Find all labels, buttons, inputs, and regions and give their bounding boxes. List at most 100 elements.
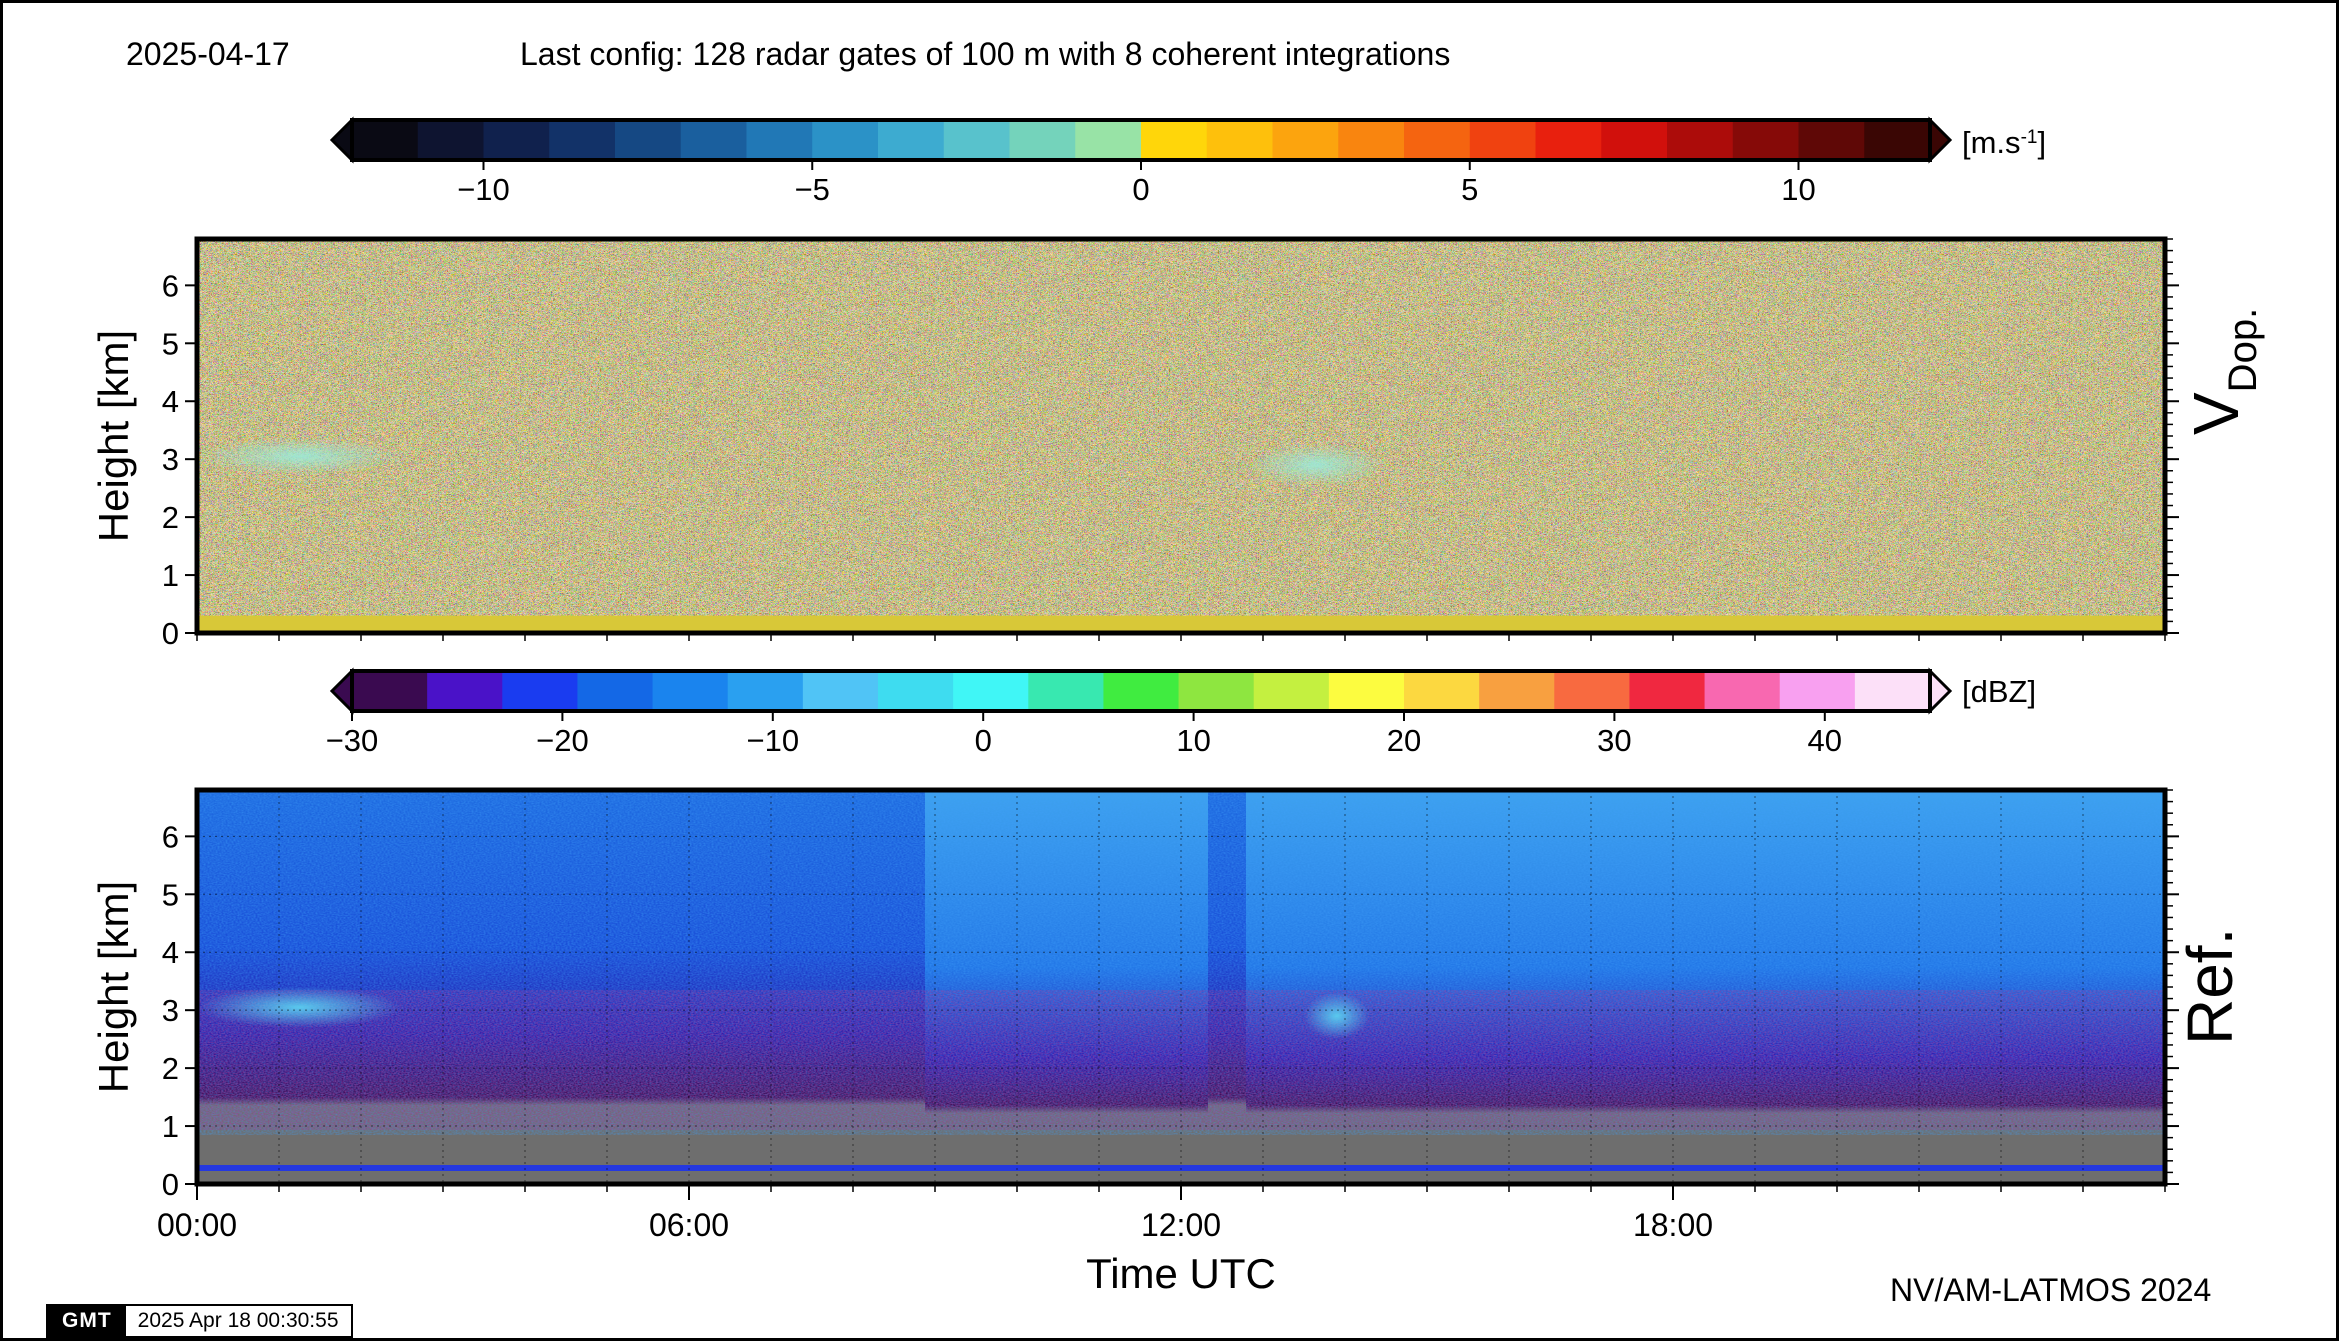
colorbar-swatch	[1864, 120, 1931, 160]
velocity-ground-clutter	[197, 615, 2165, 633]
y-tick-label: 5	[162, 877, 179, 912]
colorbar-swatch	[1103, 671, 1180, 711]
colorbar-swatch	[878, 671, 954, 711]
colorbar-swatch	[1667, 120, 1734, 160]
velocity-cloud-feature	[197, 437, 402, 475]
y-tick-label: 4	[162, 384, 179, 419]
colorbar-swatch	[427, 671, 503, 711]
colorbar-swatch	[1469, 120, 1537, 160]
reflectivity-cloud-feature	[197, 986, 402, 1028]
colorbar-swatch	[1141, 120, 1208, 160]
reflectivity-panel-title: Ref.	[2174, 928, 2246, 1045]
y-tick-label: 5	[162, 326, 179, 361]
colorbar-low-arrow	[329, 667, 354, 715]
reflectivity-heatmap	[197, 790, 2165, 1184]
gmt-timestamp: GMT 2025 Apr 18 00:30:55	[46, 1304, 353, 1338]
colorbar-swatch	[1535, 120, 1602, 160]
y-tick-label: 4	[162, 935, 179, 970]
velocity-heatmap	[197, 239, 2165, 633]
y-tick-label: 0	[162, 616, 179, 651]
colorbar-tick-label: 10	[1781, 172, 1815, 207]
colorbar-tick-label: 0	[1132, 172, 1149, 207]
colorbar-swatch	[1009, 120, 1076, 160]
colorbar-swatch	[502, 671, 579, 711]
y-tick-label: 1	[162, 558, 179, 593]
colorbar-swatch	[352, 120, 419, 160]
colorbar-swatch	[1253, 671, 1330, 711]
colorbar-swatch	[1601, 120, 1668, 160]
colorbar-swatch	[1629, 671, 1706, 711]
colorbar-swatch	[577, 671, 654, 711]
colorbar-swatch	[549, 120, 616, 160]
colorbar-tick-label: −20	[536, 723, 589, 758]
colorbar-swatch	[953, 671, 1029, 711]
colorbar-swatch	[1206, 120, 1274, 160]
y-axis-title: Height [km]	[90, 881, 137, 1093]
x-tick-label: 18:00	[1633, 1207, 1713, 1243]
y-tick-label: 2	[162, 500, 179, 535]
colorbar-swatch	[652, 671, 729, 711]
colorbar-swatch	[1404, 120, 1471, 160]
colorbar-tick-label: 10	[1176, 723, 1210, 758]
colorbar-swatch	[812, 120, 879, 160]
colorbar-swatch	[1732, 120, 1800, 160]
colorbar-swatch	[727, 671, 804, 711]
y-tick-label: 6	[162, 819, 179, 854]
colorbar-swatch	[352, 671, 428, 711]
y-tick-label: 3	[162, 442, 179, 477]
reflectivity-colorbar-unit: [dBZ]	[1962, 674, 2036, 709]
colorbar-swatch	[1704, 671, 1781, 711]
y-tick-label: 1	[162, 1109, 179, 1144]
colorbar-swatch	[417, 120, 485, 160]
date-label: 2025-04-17	[126, 36, 290, 72]
x-tick-label: 06:00	[649, 1207, 729, 1243]
velocity-colorbar: −10 −5 0 5 10	[329, 116, 1953, 207]
colorbar-low-arrow	[329, 116, 354, 164]
colorbar-swatch	[1338, 120, 1405, 160]
colorbar-swatch	[1479, 671, 1555, 711]
colorbar-swatch	[615, 120, 682, 160]
colorbar-swatch	[943, 120, 1011, 160]
colorbar-swatch	[1798, 120, 1865, 160]
y-tick-label: 2	[162, 1051, 179, 1086]
y-tick-label: 3	[162, 993, 179, 1028]
colorbar-high-arrow	[1928, 116, 1953, 164]
x-axis-title: Time UTC	[1086, 1250, 1276, 1297]
colorbar-swatch	[1779, 671, 1856, 711]
y-axis-title: Height [km]	[90, 330, 137, 542]
credit-label: NV/AM-LATMOS 2024	[1890, 1272, 2212, 1308]
colorbar-frame	[350, 669, 1932, 713]
colorbar-tick-label: −10	[747, 723, 800, 758]
colorbar-swatch	[1178, 671, 1255, 711]
velocity-cloud-feature	[1246, 443, 1387, 487]
colorbar-tick-label: −10	[457, 172, 510, 207]
colorbar-swatch	[483, 120, 550, 160]
colorbar-swatch	[1328, 671, 1405, 711]
colorbar-tick-label: −30	[326, 723, 379, 758]
reflectivity-colorbar: −30 −20 −10 0 10 20 30 40	[326, 667, 1953, 758]
x-tick-label: 00:00	[157, 1207, 237, 1243]
y-tick-label: 0	[162, 1167, 179, 1202]
colorbar-tick-label: 40	[1808, 723, 1842, 758]
colorbar-swatch	[1404, 671, 1480, 711]
colorbar-swatch	[1554, 671, 1631, 711]
colorbar-swatch	[1854, 671, 1931, 711]
colorbar-high-arrow	[1928, 667, 1953, 715]
colorbar-swatch	[802, 671, 879, 711]
reflectivity-cloud-feature	[1304, 992, 1370, 1040]
y-tick-label: 6	[162, 268, 179, 303]
colorbar-swatch	[1028, 671, 1105, 711]
colorbar-tick-label: 5	[1461, 172, 1478, 207]
gmt-logo: GMT	[48, 1306, 126, 1336]
colorbar-swatch	[1075, 120, 1142, 160]
gmt-time: 2025 Apr 18 00:30:55	[137, 1309, 339, 1332]
colorbar-swatch	[746, 120, 813, 160]
colorbar-tick-label: −5	[795, 172, 830, 207]
velocity-colorbar-unit: [m.s-1]	[1962, 125, 2046, 160]
velocity-panel-title: VDop.	[2180, 308, 2265, 435]
colorbar-tick-label: 0	[975, 723, 992, 758]
colorbar-swatch	[1272, 120, 1339, 160]
colorbar-swatch	[878, 120, 945, 160]
